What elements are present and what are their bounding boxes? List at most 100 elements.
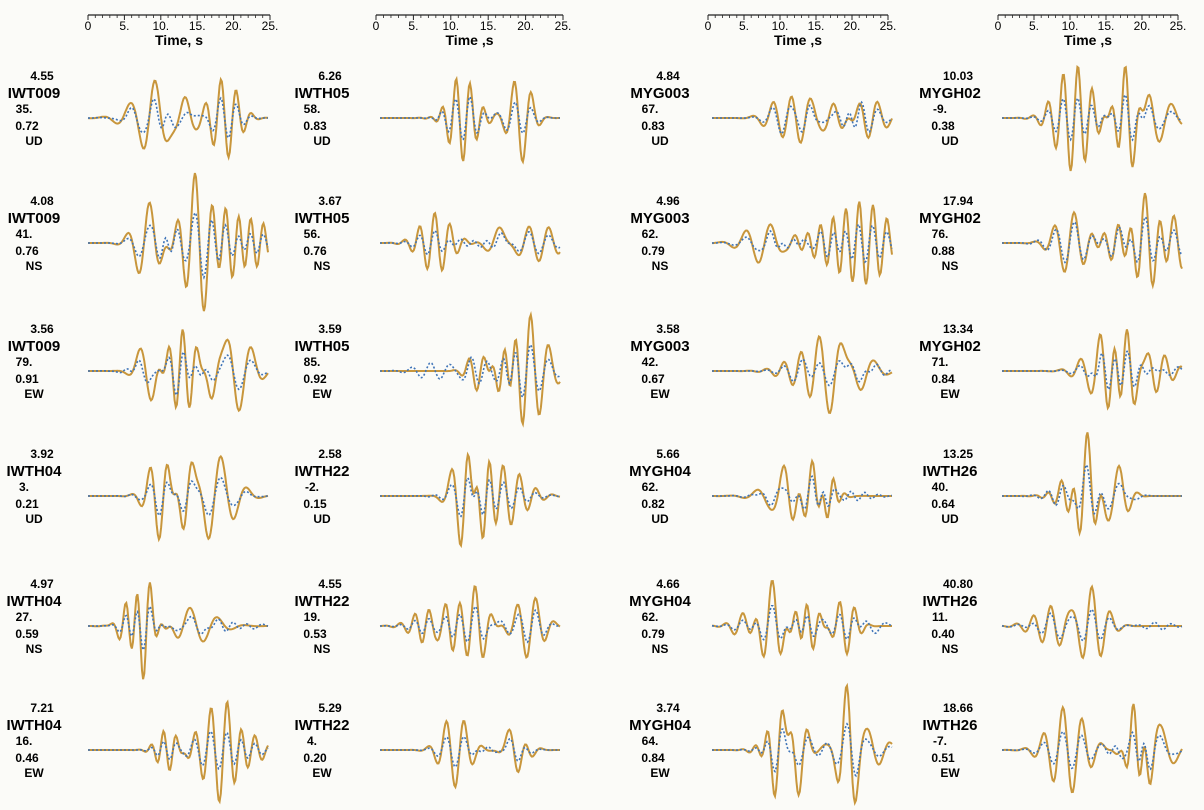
observed-waveform	[712, 201, 893, 285]
observed-waveform	[87, 76, 269, 161]
panel-amplitude-label: 4.97	[30, 577, 54, 591]
tick-label: 10.	[152, 19, 169, 33]
panel-ratio-label: 0.59	[15, 627, 39, 641]
synthetic-waveform	[712, 722, 893, 778]
panel-amplitude-label: 7.21	[30, 701, 54, 715]
synthetic-waveform	[711, 605, 893, 641]
panel-ratio-label: 0.64	[931, 497, 955, 511]
panel-component-label: UD	[941, 134, 959, 148]
panel-station-label: MYGH02	[919, 85, 981, 102]
tick-label: 10.	[1062, 19, 1079, 33]
observed-waveform	[380, 75, 560, 165]
time-axis-2: 0 5. 10. 15. 20. 25. Time ,s	[373, 14, 572, 48]
panel-ratio-label: 0.21	[15, 497, 39, 511]
panel-amplitude-label: 5.66	[656, 447, 680, 461]
panel-azimuth-label: 42.	[642, 355, 659, 369]
panel-component-label: UD	[25, 512, 43, 526]
panel-component-label: NS	[314, 642, 331, 656]
panel-ratio-label: 0.53	[303, 627, 327, 641]
synthetic-waveform	[88, 604, 269, 653]
panel-ratio-label: 0.82	[641, 497, 665, 511]
panel-azimuth-label: 40.	[932, 480, 949, 494]
panel-amplitude-label: 3.92	[30, 447, 54, 461]
panel-amplitude-label: 4.55	[318, 577, 342, 591]
tick-label: 20.	[225, 19, 242, 33]
panel-amplitude-label: 3.74	[656, 701, 680, 715]
tick-label: 10.	[772, 19, 789, 33]
panel-station-label: MYGH02	[919, 210, 981, 227]
panel-ratio-label: 0.20	[303, 751, 327, 765]
panel-component-label: UD	[651, 512, 669, 526]
observed-waveform	[712, 95, 893, 145]
synthetic-waveform	[88, 211, 269, 280]
tick-label: 5.	[1029, 19, 1039, 33]
panel-station-label: MYGH04	[629, 717, 691, 734]
panel-component-label: EW	[940, 766, 960, 780]
synthetic-waveform	[711, 222, 893, 264]
tick-label: 15.	[480, 19, 497, 33]
panel-station-label: MYGH04	[629, 463, 691, 480]
tick-label: 25.	[555, 19, 572, 33]
observed-waveform	[1002, 703, 1183, 794]
panel-station-label: IWTH22	[294, 717, 349, 734]
panel-component-label: NS	[26, 259, 43, 273]
panel-ratio-label: 0.88	[931, 244, 955, 258]
axis-title: Time ,s	[774, 32, 822, 48]
panel-amplitude-label: 4.84	[656, 69, 680, 83]
panel-station-label: IWTH22	[294, 593, 349, 610]
panel-station-label: IWT009	[8, 338, 61, 355]
panel-amplitude-label: 40.80	[943, 577, 973, 591]
synthetic-waveform	[380, 735, 560, 769]
panel-amplitude-label: 4.08	[30, 194, 54, 208]
axis-title: Time, s	[155, 32, 203, 48]
panel-amplitude-label: 3.67	[318, 194, 342, 208]
panel-azimuth-label: 19.	[304, 610, 321, 624]
panel-station-label: IWTH22	[294, 463, 349, 480]
panel-station-label: IWTH05	[294, 210, 349, 227]
observed-waveform	[1002, 192, 1183, 290]
panel-station-label: IWT009	[8, 85, 61, 102]
tick-label: 0	[85, 19, 92, 33]
tick-label: 25.	[1170, 19, 1187, 33]
tick-label: 15.	[1098, 19, 1115, 33]
panel-station-label: MYGH02	[919, 338, 981, 355]
panel-component-label: UD	[313, 134, 331, 148]
panel-component-label: EW	[312, 766, 332, 780]
tick-label: 0	[373, 19, 380, 33]
panel-azimuth-label: 41.	[16, 227, 33, 241]
observed-waveform	[712, 458, 892, 522]
panel-amplitude-label: 3.58	[656, 322, 680, 336]
axis-title: Time ,s	[1064, 32, 1112, 48]
tick-label: 10.	[442, 19, 459, 33]
panel-station-label: IWT009	[8, 210, 61, 227]
panel-component-label: UD	[651, 134, 669, 148]
panel-ratio-label: 0.84	[641, 751, 665, 765]
panel-component-label: NS	[942, 259, 959, 273]
panel-amplitude-label: 18.66	[943, 701, 973, 715]
panel-component-label: NS	[652, 642, 669, 656]
panel-station-label: MYG003	[630, 210, 689, 227]
panel-ratio-label: 0.79	[641, 244, 665, 258]
panel-component-label: NS	[942, 642, 959, 656]
panel-component-label: NS	[652, 259, 669, 273]
tick-label: 15.	[189, 19, 206, 33]
synthetic-waveform	[712, 475, 893, 511]
panel-station-label: MYG003	[630, 85, 689, 102]
panel-station-label: IWTH04	[6, 717, 62, 734]
